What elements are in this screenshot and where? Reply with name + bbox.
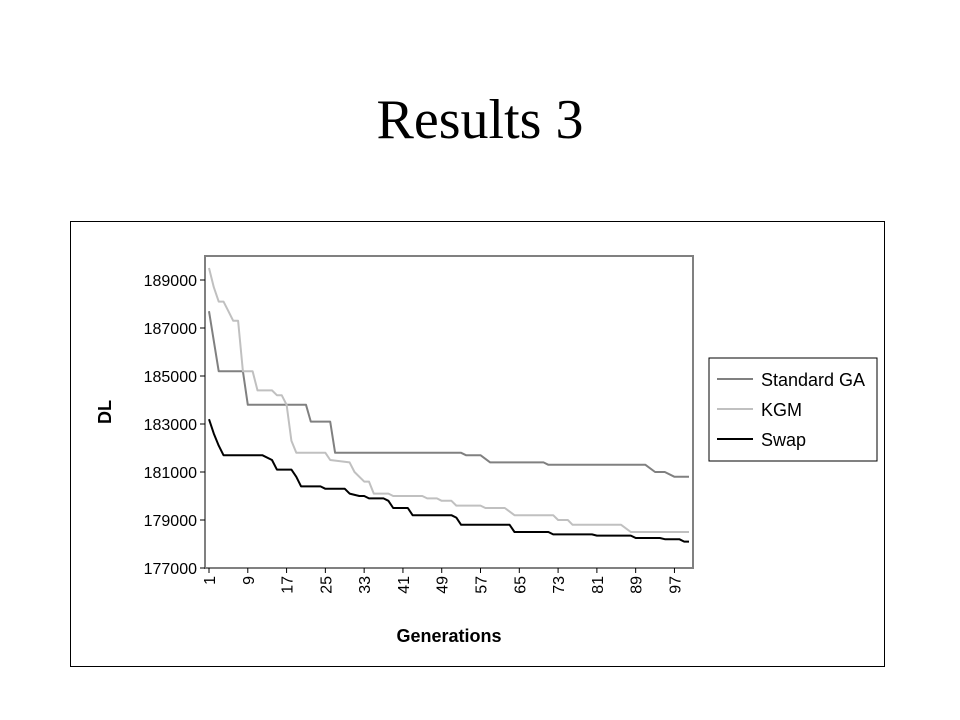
legend-label: Standard GA [761,370,865,390]
x-tick-label: 41 [396,576,413,594]
x-tick-label: 33 [357,576,374,594]
y-tick-label: 187000 [144,321,197,338]
x-axis-label: Generations [396,626,501,646]
x-tick-label: 97 [667,576,684,594]
legend-label: Swap [761,430,806,450]
x-tick-label: 89 [629,576,646,594]
x-tick-label: 73 [551,576,568,594]
y-tick-label: 189000 [144,273,197,290]
slide-title: Results 3 [376,89,584,151]
y-axis-label: DL [95,400,115,424]
x-tick-label: 49 [435,576,452,594]
x-tick-label: 1 [202,576,219,585]
x-tick-label: 17 [280,576,297,594]
chart-frame: 177000 179000 181000 183000 185000 187000 1890… [70,221,885,667]
x-tick-label: 81 [590,576,607,594]
x-tick-label: 57 [474,576,491,594]
legend-label: KGM [761,400,802,420]
series-line-standard-ga [208,311,689,478]
line-chart: 177000 179000 181000 183000 185000 187000 1890… [95,255,878,646]
x-tick-label: 65 [512,576,529,594]
y-tick-label: 177000 [144,561,197,578]
plot-area [204,255,694,569]
x-tick-label: 25 [318,576,335,594]
series-line-swap [208,418,689,543]
x-tick-label: 9 [241,576,258,585]
y-tick-label: 179000 [144,513,197,530]
y-tick-label: 181000 [144,465,197,482]
series-line-kgm [208,267,689,533]
y-tick-label: 183000 [144,417,197,434]
y-tick-label: 185000 [144,369,197,386]
